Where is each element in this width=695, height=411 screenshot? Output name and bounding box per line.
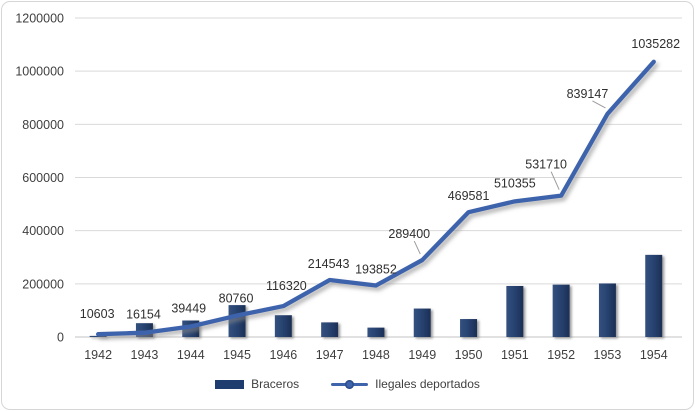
svg-text:1951: 1951 <box>501 348 529 362</box>
svg-text:1953: 1953 <box>594 348 622 362</box>
deportados-line-marker-swatch-icon <box>331 379 369 389</box>
svg-text:531710: 531710 <box>525 158 567 172</box>
svg-text:0: 0 <box>57 331 64 345</box>
svg-text:510355: 510355 <box>494 176 536 190</box>
svg-text:1945: 1945 <box>223 348 251 362</box>
svg-text:16154: 16154 <box>126 308 161 322</box>
svg-text:10603: 10603 <box>80 307 115 321</box>
svg-text:1948: 1948 <box>362 348 390 362</box>
svg-text:1947: 1947 <box>316 348 344 362</box>
svg-text:1949: 1949 <box>408 348 436 362</box>
svg-text:1000000: 1000000 <box>15 65 64 79</box>
svg-text:39449: 39449 <box>171 302 206 316</box>
svg-text:1943: 1943 <box>131 348 159 362</box>
svg-text:469581: 469581 <box>448 189 490 203</box>
svg-text:1200000: 1200000 <box>15 12 64 26</box>
svg-text:116320: 116320 <box>266 279 307 293</box>
legend-marker-dot-icon <box>345 379 355 389</box>
svg-text:289400: 289400 <box>388 227 430 241</box>
chart-legend: Braceros Ilegales deportados <box>2 377 693 391</box>
svg-text:193852: 193852 <box>355 262 397 276</box>
legend-item-braceros: Braceros <box>215 377 299 391</box>
svg-text:600000: 600000 <box>22 171 64 185</box>
svg-text:80760: 80760 <box>219 292 254 306</box>
svg-text:1946: 1946 <box>269 348 297 362</box>
svg-text:1035282: 1035282 <box>631 37 680 51</box>
svg-text:400000: 400000 <box>22 224 64 238</box>
svg-text:1942: 1942 <box>84 348 112 362</box>
braceros-bar-swatch-icon <box>215 379 245 389</box>
svg-text:214543: 214543 <box>308 257 350 271</box>
legend-item-ilegales-deportados: Ilegales deportados <box>331 377 480 391</box>
legend-label-braceros: Braceros <box>251 377 300 391</box>
svg-text:1944: 1944 <box>177 348 205 362</box>
legend-label-ilegales-deportados: Ilegales deportados <box>375 377 480 391</box>
svg-text:200000: 200000 <box>22 277 64 291</box>
svg-text:1954: 1954 <box>640 348 668 362</box>
svg-text:800000: 800000 <box>22 118 64 132</box>
svg-text:839147: 839147 <box>567 87 609 101</box>
svg-text:1952: 1952 <box>547 348 575 362</box>
svg-text:1950: 1950 <box>455 348 483 362</box>
